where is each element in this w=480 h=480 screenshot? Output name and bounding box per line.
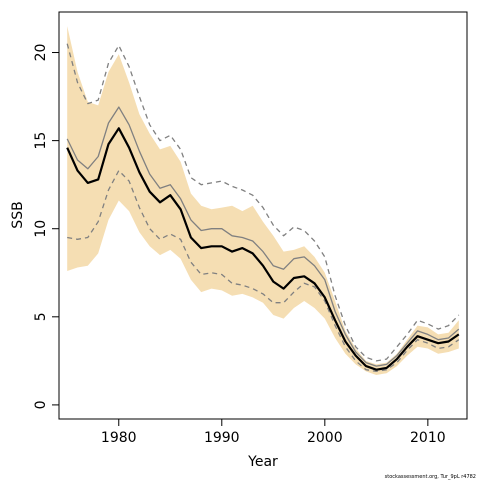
y-tick-label: 10 xyxy=(33,220,49,238)
x-tick-label: 1990 xyxy=(204,430,240,446)
x-tick-label: 1980 xyxy=(101,430,137,446)
series-line-alt-estimate xyxy=(66,106,460,367)
y-axis: 0 5 10 15 20 xyxy=(33,44,59,409)
plot-area xyxy=(66,26,460,375)
y-axis-title: SSB xyxy=(10,201,26,228)
confidence-band xyxy=(67,26,459,375)
series-line-alt-upper xyxy=(66,43,460,362)
x-tick-label: 2000 xyxy=(307,430,343,446)
credit-text: stockassessment.org, Tur_9pL r4782 xyxy=(385,474,476,480)
x-axis: 1980 1990 2000 2010 xyxy=(101,419,446,446)
y-tick-label: 5 xyxy=(33,312,49,321)
series-line-alt-lower xyxy=(67,169,460,373)
y-tick-label: 15 xyxy=(33,132,49,150)
x-axis-title: Year xyxy=(247,454,278,470)
series-line-estimate xyxy=(66,127,460,371)
y-tick-label: 20 xyxy=(33,44,49,62)
x-tick-label: 2010 xyxy=(410,430,446,446)
y-tick-label: 0 xyxy=(33,400,49,409)
plot-frame xyxy=(58,11,468,420)
